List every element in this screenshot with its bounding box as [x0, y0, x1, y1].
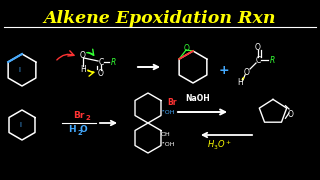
Text: OH: OH: [161, 132, 171, 136]
Text: l: l: [19, 122, 21, 128]
Text: Br: Br: [73, 111, 84, 120]
Text: H: H: [80, 64, 86, 73]
Text: $H_3O^+$: $H_3O^+$: [207, 138, 232, 152]
Text: 2: 2: [77, 130, 82, 136]
Text: C: C: [255, 55, 260, 64]
Text: O: O: [288, 109, 294, 118]
Text: ''OH: ''OH: [161, 141, 174, 147]
Text: Br: Br: [167, 98, 177, 107]
Text: H: H: [237, 78, 243, 87]
Text: l: l: [18, 67, 20, 73]
Text: O: O: [183, 44, 189, 53]
Text: O: O: [80, 125, 88, 134]
Text: O: O: [98, 69, 104, 78]
Text: NaOH: NaOH: [186, 93, 210, 102]
Text: O: O: [80, 51, 86, 60]
Text: O: O: [255, 42, 261, 51]
Text: R: R: [110, 57, 116, 66]
Text: O: O: [244, 68, 250, 76]
Text: R: R: [269, 55, 275, 64]
Text: Alkene Epoxidation Rxn: Alkene Epoxidation Rxn: [44, 10, 276, 27]
Text: ''OH: ''OH: [161, 109, 174, 114]
Text: 2: 2: [85, 115, 90, 121]
Text: +: +: [219, 64, 229, 76]
Text: H: H: [68, 125, 76, 134]
Text: C: C: [98, 57, 104, 66]
